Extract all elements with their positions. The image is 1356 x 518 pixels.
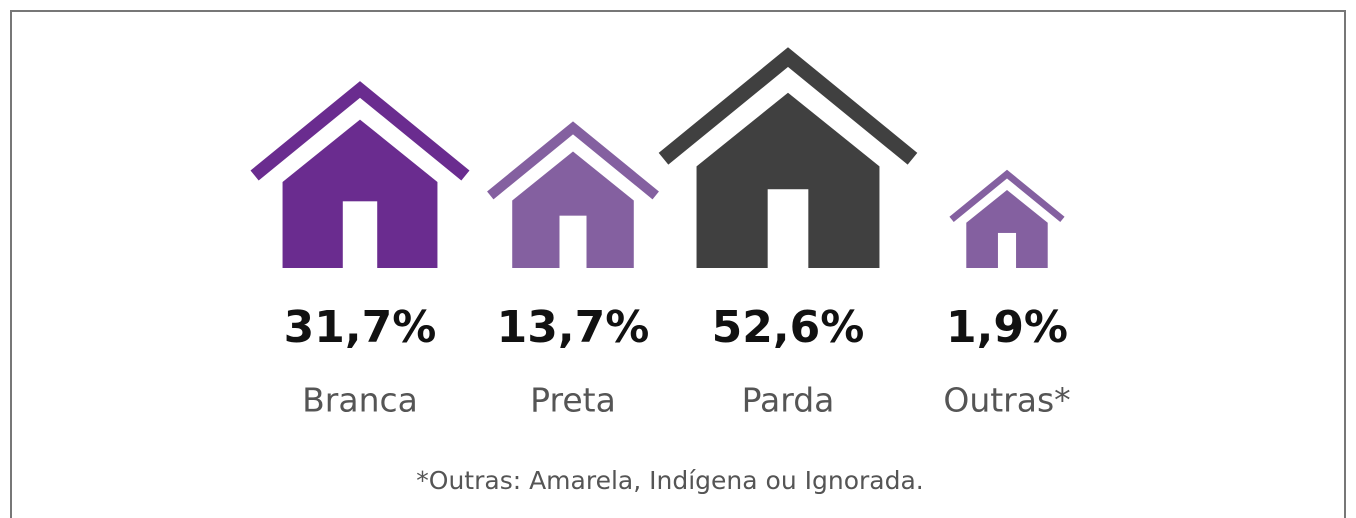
category-label: Branca [302, 381, 418, 420]
house-roof [949, 169, 1065, 223]
house-door [559, 215, 587, 268]
category-label: Preta [530, 381, 616, 420]
house-body [282, 119, 438, 268]
house-body [696, 92, 880, 269]
house-icon [250, 81, 470, 268]
house-body [512, 151, 634, 268]
house-icon [487, 121, 659, 268]
house-body [966, 189, 1048, 268]
house-roof [658, 47, 918, 165]
house-door [997, 232, 1017, 268]
house-door [342, 201, 378, 268]
house-icon [949, 169, 1065, 268]
category-label: Parda [742, 381, 835, 420]
house-roof [250, 81, 470, 181]
value-label: 13,7% [497, 302, 650, 353]
house-icon [658, 47, 918, 269]
house-door [767, 189, 809, 268]
footnote: *Outras: Amarela, Indígena ou Ignorada. [416, 466, 923, 495]
frame [10, 10, 1346, 518]
category-label: Outras* [943, 381, 1070, 420]
value-label: 1,9% [946, 302, 1068, 353]
house-roof [487, 121, 659, 200]
value-label: 52,6% [712, 302, 865, 353]
value-label: 31,7% [284, 302, 437, 353]
